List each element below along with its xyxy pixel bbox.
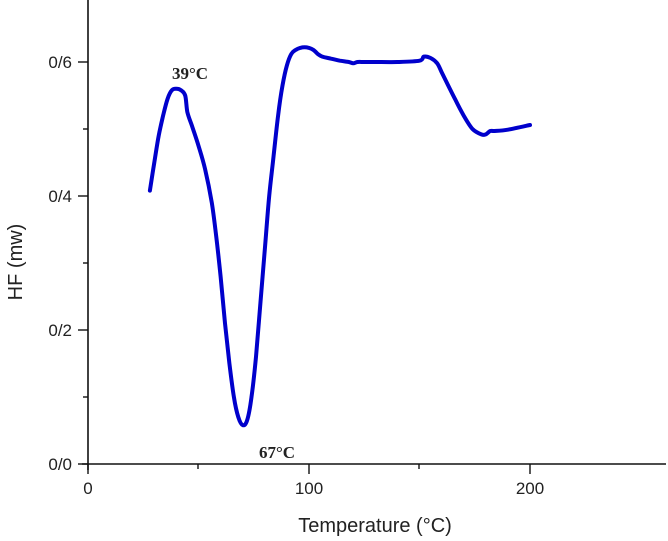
y-tick-label: 0/2 — [48, 321, 72, 340]
x-tick-label: 0 — [83, 479, 92, 498]
y-axis-title: HF (mw) — [5, 224, 27, 301]
x-axis-ticks — [87, 464, 531, 474]
y-tick-label: 0/6 — [48, 53, 72, 72]
y-axis-ticks — [78, 61, 88, 465]
valley-annotation: 67°C — [259, 443, 295, 462]
x-tick-label: 100 — [295, 479, 323, 498]
peak-annotation: 39°C — [172, 64, 208, 83]
y-tick-label: 0/0 — [48, 455, 72, 474]
x-tick-label: 200 — [516, 479, 544, 498]
x-axis-title: Temperature (°C) — [298, 515, 452, 537]
dsc-curve-line — [147, 45, 532, 428]
y-tick-label: 0/4 — [48, 187, 72, 206]
